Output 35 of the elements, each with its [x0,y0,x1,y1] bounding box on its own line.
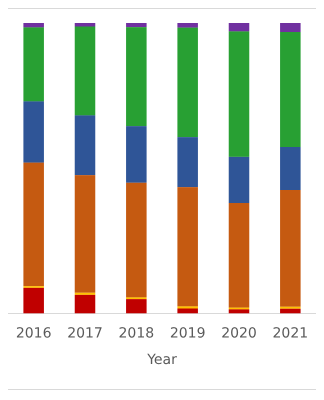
x-axis-title: Year [146,352,178,368]
bar [74,115,96,176]
bar [280,147,301,190]
bar [74,26,96,116]
bar [23,101,44,163]
bar [74,175,96,293]
bar [126,182,147,298]
bar [23,288,44,314]
x-tick-label: 2017 [67,325,103,342]
bar [126,299,147,314]
bar [280,190,301,307]
bar [74,294,96,314]
bar [23,162,44,286]
x-tick-label: 2019 [170,325,206,342]
bar [23,23,44,28]
bar [177,28,198,138]
bar [23,27,44,102]
x-tick-label: 2016 [16,325,52,342]
bar [126,23,147,28]
bar [228,31,250,157]
bar [126,27,147,126]
bar [74,23,96,26]
x-tick-label: 2018 [118,325,154,342]
bar [177,187,198,306]
bar [177,137,198,188]
bar [228,203,250,308]
bar [126,126,147,183]
bar [177,23,198,28]
bar [228,23,250,32]
x-tick-label: 2021 [272,325,308,342]
bar [228,156,250,204]
bar [177,308,198,314]
bar [280,23,301,32]
x-tick-label: 2020 [221,325,257,342]
bar [280,32,301,147]
